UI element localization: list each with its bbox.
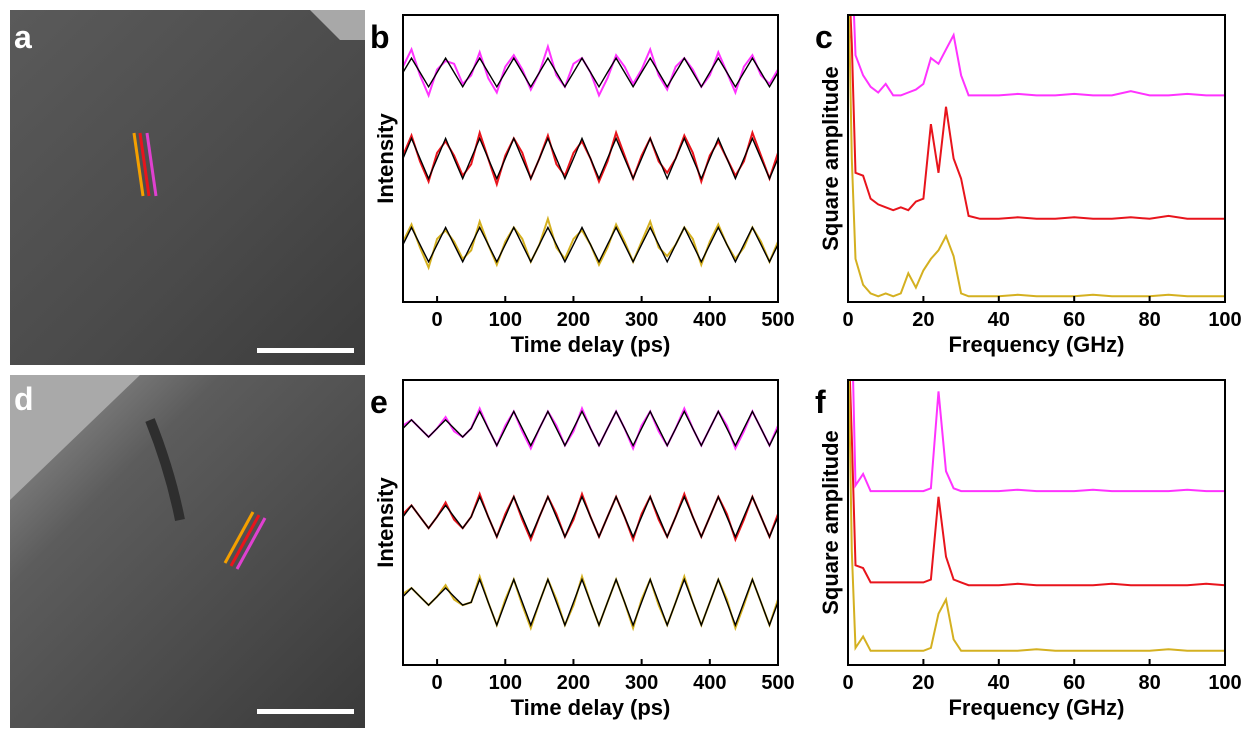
x-tick-label: 400 bbox=[693, 672, 726, 694]
x-tick-label: 20 bbox=[912, 309, 934, 331]
y-axis-label: Intensity bbox=[373, 113, 398, 204]
panel-label: a bbox=[14, 19, 32, 55]
x-tick-label: 80 bbox=[1138, 672, 1160, 694]
panel-label: b bbox=[370, 19, 390, 55]
x-tick-label: 300 bbox=[625, 672, 658, 694]
x-axis-label: Time delay (ps) bbox=[511, 332, 671, 357]
series-line bbox=[852, 15, 1225, 97]
plot-frame bbox=[847, 14, 1226, 303]
series-line bbox=[848, 380, 1225, 587]
panel-label: e bbox=[370, 384, 388, 420]
chart: 0 100 200 300 400 500 Time delay (ps) Intensity… bbox=[370, 379, 795, 720]
series-line bbox=[852, 380, 1225, 493]
x-axis-label: Frequency (GHz) bbox=[948, 695, 1124, 720]
series-line bbox=[848, 15, 1225, 298]
plot-frame bbox=[402, 14, 779, 303]
x-tick-label: 100 bbox=[1208, 672, 1241, 694]
plot-frame bbox=[402, 379, 779, 666]
x-tick-label: 400 bbox=[693, 309, 726, 331]
x-tick-label: 300 bbox=[625, 309, 658, 331]
series-line bbox=[403, 577, 778, 628]
series-line bbox=[403, 136, 778, 181]
x-tick-label: 500 bbox=[761, 309, 794, 331]
x-tick-label: 60 bbox=[1063, 672, 1085, 694]
x-tick-label: 80 bbox=[1138, 309, 1160, 331]
y-axis-label: Intensity bbox=[373, 477, 398, 568]
image-d: d bbox=[10, 375, 365, 728]
x-tick-label: 40 bbox=[988, 672, 1010, 694]
series-line bbox=[403, 495, 778, 539]
series-line bbox=[848, 380, 1225, 652]
x-tick-label: 100 bbox=[1208, 309, 1241, 331]
x-tick-label: 20 bbox=[912, 672, 934, 694]
x-tick-label: 200 bbox=[557, 309, 590, 331]
x-tick-label: 60 bbox=[1063, 309, 1085, 331]
series-line bbox=[849, 15, 1225, 220]
chart: 0 20 40 60 80 100 Frequency (GHz) Square amplit… bbox=[815, 379, 1242, 720]
x-tick-label: 0 bbox=[842, 672, 853, 694]
x-axis-label: Time delay (ps) bbox=[511, 695, 671, 720]
series-line bbox=[403, 225, 778, 264]
y-axis-label: Square amplitude bbox=[818, 430, 843, 615]
x-tick-label: 100 bbox=[489, 672, 522, 694]
x-tick-label: 0 bbox=[432, 672, 443, 694]
series-line bbox=[403, 409, 778, 448]
panel-label: c bbox=[815, 19, 833, 55]
chart: 0 20 40 60 80 100 Frequency (GHz) Square amplit… bbox=[815, 14, 1242, 357]
x-tick-label: 0 bbox=[842, 309, 853, 331]
y-axis-label: Square amplitude bbox=[818, 66, 843, 251]
image-a: a bbox=[10, 10, 365, 365]
chart: 0 100 200 300 400 500 Time delay (ps) Intensity… bbox=[370, 14, 795, 357]
x-tick-label: 0 bbox=[432, 309, 443, 331]
panel-label: d bbox=[14, 381, 34, 417]
plot-frame bbox=[847, 379, 1226, 666]
panel-label: f bbox=[815, 384, 826, 420]
series-line bbox=[403, 56, 778, 89]
x-tick-label: 200 bbox=[557, 672, 590, 694]
x-tick-label: 500 bbox=[761, 672, 794, 694]
x-tick-label: 100 bbox=[489, 309, 522, 331]
x-axis-label: Frequency (GHz) bbox=[948, 332, 1124, 357]
series-line bbox=[403, 43, 778, 99]
x-tick-label: 40 bbox=[988, 309, 1010, 331]
